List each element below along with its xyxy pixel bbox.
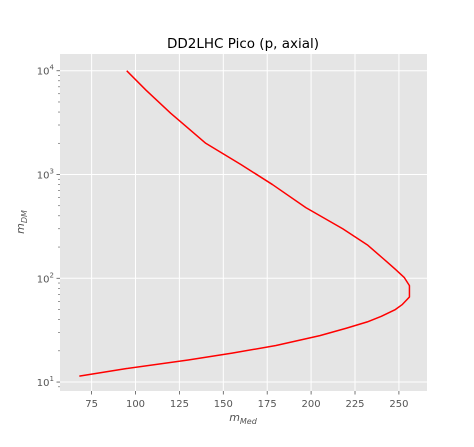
y-axis-label: mDM bbox=[14, 210, 29, 234]
x-tick-label: 225 bbox=[345, 399, 364, 410]
plot-area bbox=[60, 54, 427, 391]
x-axis-label: mMed bbox=[229, 411, 258, 426]
y-tick-labels: 101 102 103 104 bbox=[37, 64, 55, 389]
y-axis-label-sub: DM bbox=[20, 210, 29, 223]
x-tick-label: 150 bbox=[214, 399, 233, 410]
y-tick-label: 103 bbox=[37, 168, 54, 182]
chart-title: DD2LHC Pico (p, axial) bbox=[167, 36, 319, 52]
x-tick-label: 175 bbox=[258, 399, 277, 410]
x-tick-label: 200 bbox=[302, 399, 321, 410]
series-line bbox=[79, 70, 411, 377]
x-tick-label: 250 bbox=[389, 399, 408, 410]
x-tick-label: 125 bbox=[170, 399, 189, 410]
x-tick-labels: 75 100 125 150 175 200 225 250 bbox=[85, 399, 408, 410]
y-tick-label: 102 bbox=[37, 271, 54, 285]
x-axis-label-sub: Med bbox=[240, 417, 258, 426]
y-tick-label: 101 bbox=[37, 375, 54, 389]
y-tick-label: 104 bbox=[37, 64, 55, 78]
gridlines bbox=[60, 54, 427, 391]
x-tick-label: 75 bbox=[85, 399, 98, 410]
minor-ticks bbox=[56, 70, 400, 395]
series-layer bbox=[79, 70, 411, 377]
x-axis-label-base: m bbox=[229, 411, 240, 424]
y-axis-label-base: m bbox=[14, 223, 27, 234]
x-tick-label: 100 bbox=[126, 399, 145, 410]
